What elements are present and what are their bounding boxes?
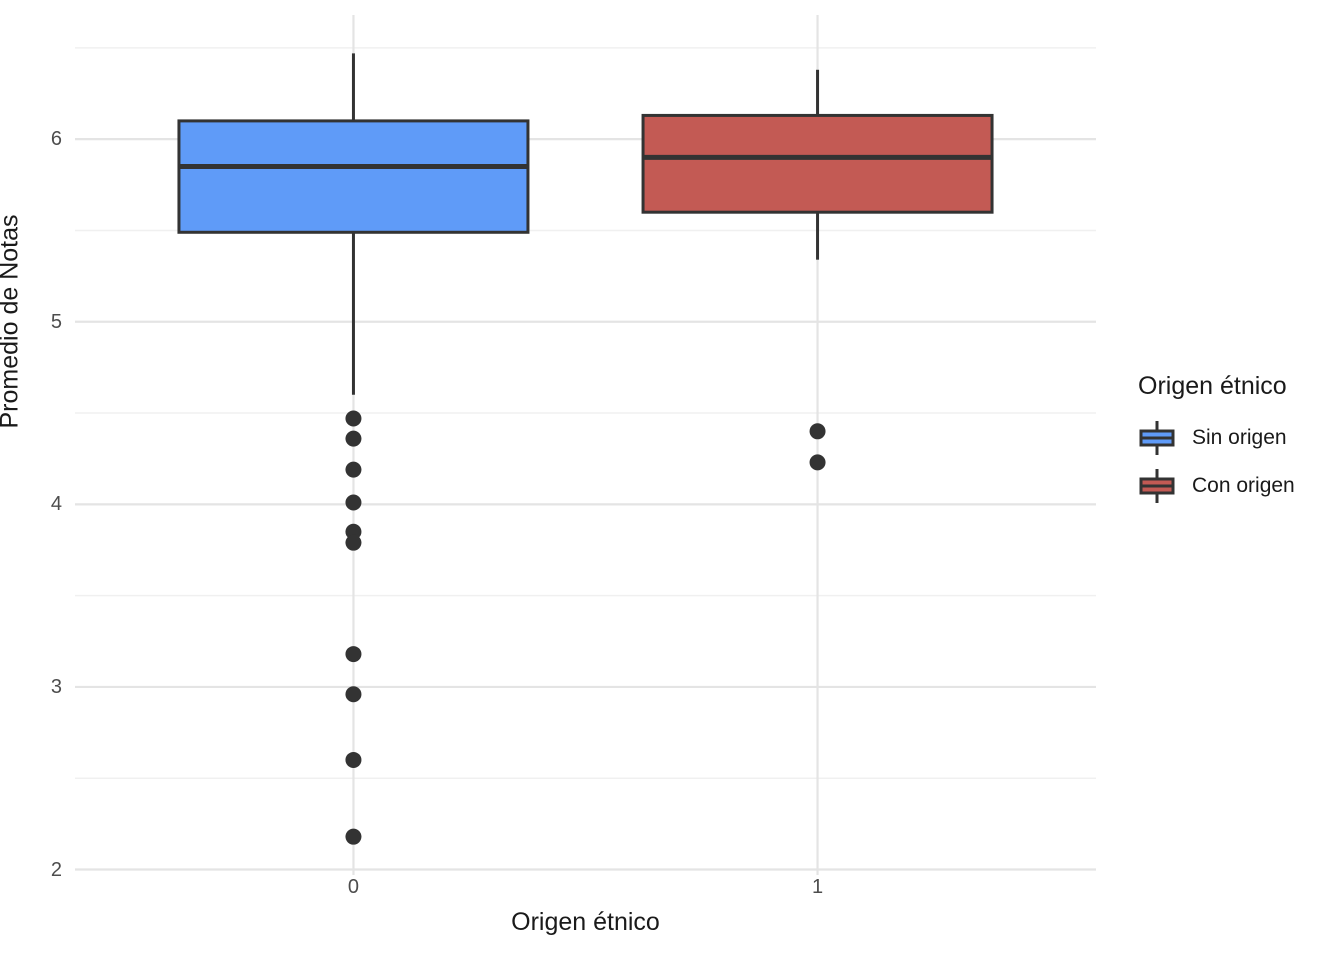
outlier-point [345,494,362,511]
legend-item: Con origen [1138,467,1295,505]
outlier-point [345,430,362,447]
box [177,119,530,234]
outlier-point [345,828,362,845]
outlier-point [345,461,362,478]
y-axis-title: Promedio de Notas [0,214,24,429]
legend-items: Sin origen Con origen [1138,419,1295,505]
y-tick-label: 4 [50,493,62,516]
box [641,113,994,214]
legend-item: Sin origen [1138,419,1295,457]
legend-item-label: Con origen [1192,474,1295,497]
outlier-point [345,646,362,663]
y-tick-label: 6 [50,128,62,151]
outlier-point [345,751,362,768]
legend: Origen étnico Sin origen Con origen [1138,372,1295,515]
x-tick-label: 1 [811,876,824,898]
outlier-point [345,410,362,427]
outlier-point [345,534,362,551]
outlier-point [345,523,362,540]
outlier-point [345,686,362,703]
legend-key-boxplot-icon [1139,469,1175,503]
outlier-point [809,454,826,471]
x-axis-title: Origen étnico [511,908,660,936]
y-tick-label: 5 [50,310,62,333]
legend-key-boxplot-icon [1139,421,1175,455]
legend-item-label: Sin origen [1192,426,1287,449]
y-tick-label: 3 [50,675,62,698]
y-tick-label: 2 [50,858,62,881]
legend-title: Origen étnico [1138,372,1287,400]
outlier-point [809,423,826,440]
x-tick-label: 0 [347,876,360,898]
plot-panel [75,15,1096,875]
